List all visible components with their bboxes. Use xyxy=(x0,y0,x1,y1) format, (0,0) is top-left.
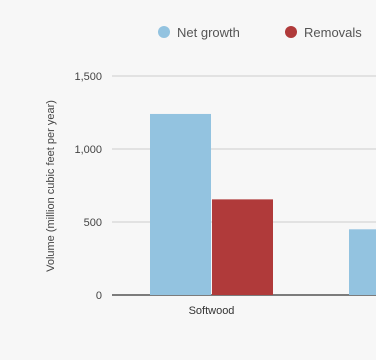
legend-label: Net growth xyxy=(177,25,240,40)
legend-swatch xyxy=(158,26,170,38)
legend-label: Removals xyxy=(304,25,362,40)
legend-item-removals[interactable]: Removals xyxy=(285,25,362,40)
legend: Net growth Removals xyxy=(158,25,362,40)
bar-net-growth xyxy=(150,113,211,296)
y-tick-label: 1,000 xyxy=(74,144,102,156)
bars xyxy=(150,113,376,296)
category-labels: Softwood xyxy=(189,305,235,317)
bar-removals xyxy=(212,199,273,295)
bar-net-growth xyxy=(349,229,376,295)
legend-swatch xyxy=(285,26,297,38)
y-tick-label: 0 xyxy=(96,290,102,302)
y-tick-label: 500 xyxy=(84,217,102,229)
y-tick-labels: 0 500 1,000 1,500 xyxy=(74,71,102,302)
category-label: Softwood xyxy=(189,305,235,317)
y-tick-label: 1,500 xyxy=(74,71,102,83)
y-axis-label: Volume (million cubic feet per year) xyxy=(45,100,57,272)
legend-item-net-growth[interactable]: Net growth xyxy=(158,25,240,40)
